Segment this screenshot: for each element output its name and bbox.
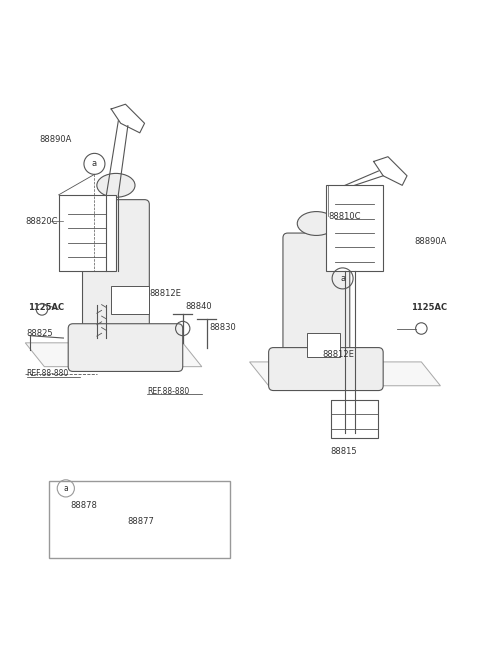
Polygon shape bbox=[250, 362, 441, 386]
Text: 88810C: 88810C bbox=[328, 212, 361, 221]
FancyBboxPatch shape bbox=[49, 481, 230, 558]
Ellipse shape bbox=[297, 212, 336, 235]
Text: REF.88-880: REF.88-880 bbox=[27, 369, 69, 378]
Text: 88890A: 88890A bbox=[39, 135, 72, 145]
Text: 1125AC: 1125AC bbox=[411, 302, 447, 311]
Text: 88825: 88825 bbox=[27, 328, 53, 338]
Text: 88820C: 88820C bbox=[25, 217, 58, 225]
Text: 1125AC: 1125AC bbox=[28, 304, 64, 313]
Text: a: a bbox=[92, 160, 97, 168]
Text: a: a bbox=[340, 274, 345, 283]
FancyBboxPatch shape bbox=[68, 324, 183, 371]
Text: 88830: 88830 bbox=[209, 323, 236, 332]
Text: REF.88-880: REF.88-880 bbox=[147, 387, 189, 396]
FancyBboxPatch shape bbox=[83, 200, 149, 343]
Bar bbox=[331, 400, 378, 438]
Text: a: a bbox=[63, 484, 68, 493]
Circle shape bbox=[92, 514, 97, 520]
FancyBboxPatch shape bbox=[269, 348, 383, 390]
Text: 88890A: 88890A bbox=[414, 237, 446, 246]
Bar bbox=[111, 286, 149, 314]
FancyBboxPatch shape bbox=[283, 233, 350, 362]
Bar bbox=[307, 333, 340, 357]
Text: 88812E: 88812E bbox=[149, 289, 181, 298]
Bar bbox=[59, 195, 116, 271]
Polygon shape bbox=[25, 343, 202, 367]
Text: 88877: 88877 bbox=[128, 517, 155, 526]
Ellipse shape bbox=[97, 173, 135, 197]
Text: 88878: 88878 bbox=[71, 501, 97, 510]
Text: 88812E: 88812E bbox=[322, 350, 354, 359]
Bar bbox=[326, 185, 383, 271]
Text: 88815: 88815 bbox=[331, 447, 357, 456]
Text: 88840: 88840 bbox=[185, 302, 212, 311]
